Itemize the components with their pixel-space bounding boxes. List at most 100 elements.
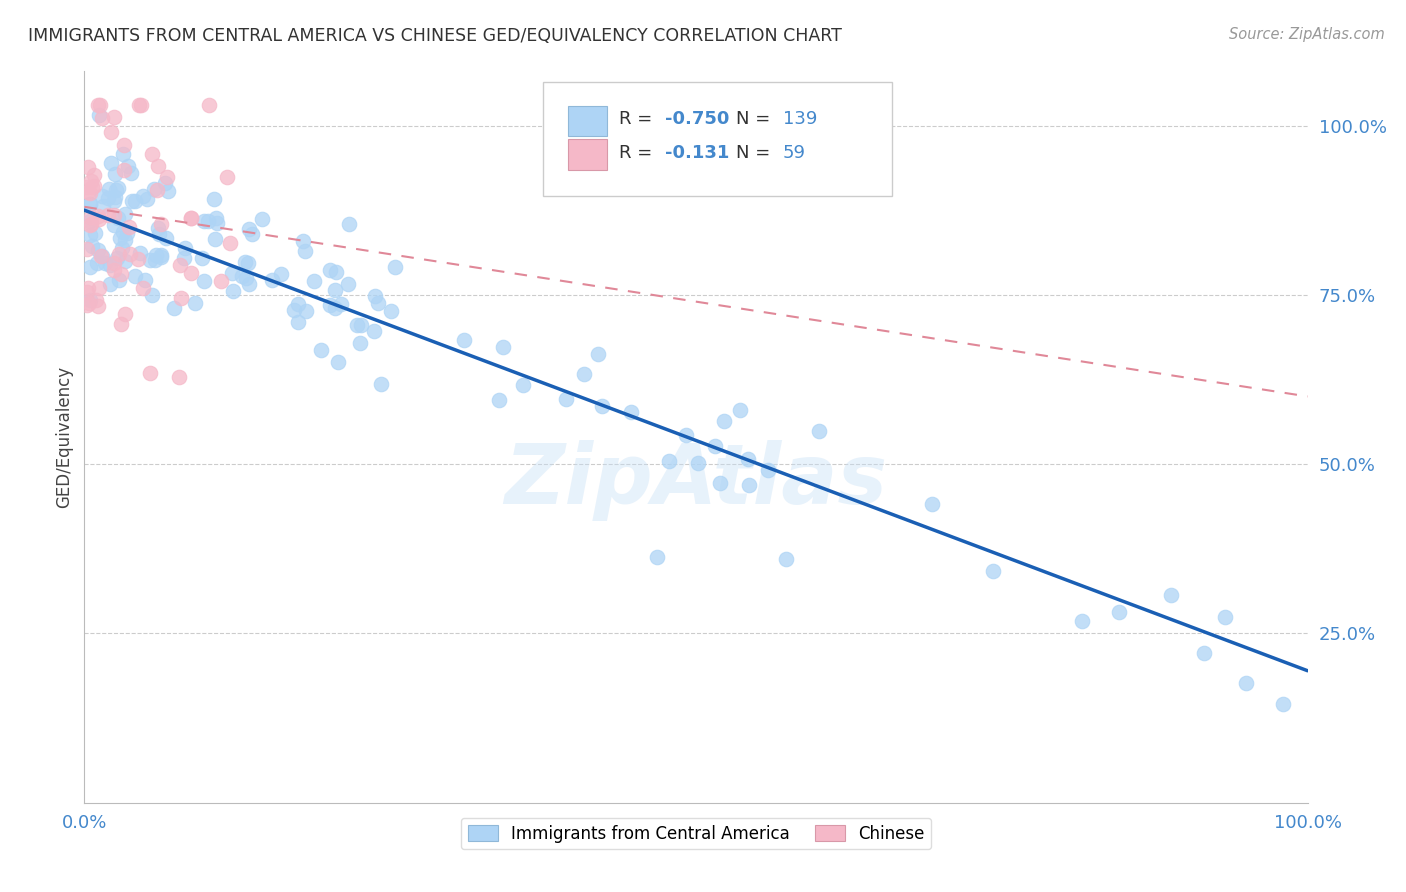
Point — [132, 189, 155, 203]
Point — [97, 208, 120, 222]
Point — [173, 251, 195, 265]
Point — [143, 181, 166, 195]
Point — [89, 280, 111, 294]
Point — [118, 247, 141, 261]
Point — [87, 299, 110, 313]
Point — [921, 497, 943, 511]
Point — [318, 298, 340, 312]
Point — [149, 217, 172, 231]
Point — [100, 156, 122, 170]
Point — [1160, 589, 1182, 603]
Point — [488, 392, 510, 407]
Point — [103, 263, 125, 277]
Point — [205, 211, 228, 225]
Point — [145, 182, 167, 196]
Point — [103, 208, 125, 222]
Point — [82, 238, 104, 252]
Point — [145, 248, 167, 262]
Point — [146, 159, 169, 173]
Point — [80, 180, 103, 194]
Point — [240, 227, 263, 242]
Point — [86, 243, 108, 257]
Point — [90, 249, 112, 263]
Point — [79, 196, 101, 211]
Point — [110, 317, 132, 331]
Point — [270, 268, 292, 282]
Point — [79, 228, 101, 243]
Point — [110, 267, 132, 281]
Point — [156, 170, 179, 185]
Point — [103, 167, 125, 181]
Point — [76, 185, 98, 199]
Point — [1108, 605, 1130, 619]
Point — [149, 251, 172, 265]
Point — [250, 211, 273, 226]
Point — [84, 293, 107, 307]
Point — [134, 273, 156, 287]
Point — [620, 405, 643, 419]
Point — [79, 219, 101, 233]
Point — [100, 125, 122, 139]
Point — [155, 230, 177, 244]
Point — [83, 179, 105, 194]
Point — [108, 246, 131, 260]
Point — [169, 259, 191, 273]
Text: N =: N = — [737, 144, 776, 161]
Point — [294, 244, 316, 258]
Point — [153, 176, 176, 190]
Point — [118, 220, 141, 235]
Point — [1236, 676, 1258, 690]
Point — [1272, 697, 1295, 711]
Point — [87, 209, 110, 223]
Point — [202, 192, 225, 206]
FancyBboxPatch shape — [543, 82, 891, 195]
Point — [658, 453, 681, 467]
Point — [238, 277, 260, 292]
Point — [146, 220, 169, 235]
Point — [114, 233, 136, 247]
Point — [1071, 614, 1094, 628]
Point — [350, 318, 373, 333]
Text: -0.750: -0.750 — [665, 110, 730, 128]
Point — [367, 296, 389, 310]
Point — [209, 274, 232, 288]
Point — [191, 252, 214, 266]
Point — [129, 98, 152, 112]
Point — [94, 256, 117, 270]
Point — [84, 226, 107, 240]
Point — [591, 399, 613, 413]
Point — [238, 222, 260, 236]
Point — [197, 98, 219, 112]
Point — [492, 340, 515, 354]
Point — [218, 236, 240, 251]
Point — [98, 277, 121, 292]
Point — [287, 297, 309, 311]
Point — [737, 478, 759, 492]
Point — [139, 366, 162, 380]
Point — [80, 174, 103, 188]
Point — [90, 249, 112, 263]
Text: Source: ZipAtlas.com: Source: ZipAtlas.com — [1229, 27, 1385, 42]
Point — [149, 248, 172, 262]
Point — [380, 304, 402, 318]
Point — [114, 253, 136, 268]
Point — [148, 227, 170, 242]
Point — [76, 285, 98, 299]
Point — [574, 367, 596, 381]
Point — [90, 112, 112, 126]
Point — [775, 552, 797, 566]
Point — [103, 194, 125, 208]
Point — [77, 281, 100, 295]
Point — [756, 462, 779, 476]
Point — [221, 266, 243, 280]
Point — [329, 296, 352, 310]
Point — [231, 268, 253, 283]
Point — [139, 252, 162, 267]
Point — [283, 303, 305, 318]
Point — [180, 211, 202, 226]
Point — [87, 212, 110, 227]
Point — [260, 273, 283, 287]
Point — [238, 256, 260, 270]
Point — [112, 162, 135, 177]
Point — [86, 98, 108, 112]
